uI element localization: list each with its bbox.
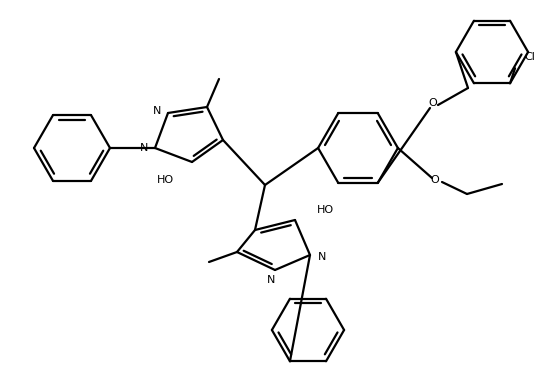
- Text: N: N: [267, 275, 275, 285]
- Text: HO: HO: [157, 175, 174, 185]
- Text: N: N: [318, 252, 326, 262]
- Text: O: O: [430, 175, 439, 185]
- Text: N: N: [153, 106, 161, 116]
- Text: O: O: [429, 98, 437, 108]
- Text: Cl: Cl: [524, 52, 535, 62]
- Text: N: N: [140, 143, 148, 153]
- Text: HO: HO: [317, 205, 334, 215]
